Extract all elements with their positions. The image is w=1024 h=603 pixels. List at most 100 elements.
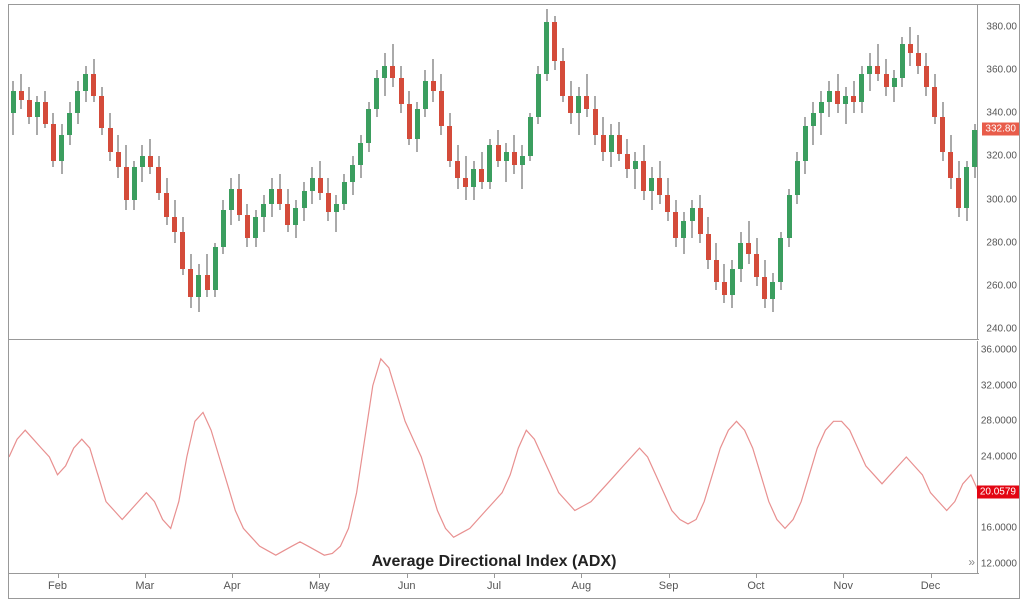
- xaxis-label: Aug: [572, 580, 592, 592]
- xaxis-label: Nov: [833, 580, 853, 592]
- candle: [261, 5, 266, 340]
- candle: [795, 5, 800, 340]
- candle: [326, 5, 331, 340]
- candle: [560, 5, 565, 340]
- candle: [342, 5, 347, 340]
- candle: [803, 5, 808, 340]
- candle: [625, 5, 630, 340]
- adx-panel[interactable]: Average Directional Index (ADX) »: [9, 341, 979, 573]
- price-ytick: 280.00: [986, 237, 1017, 248]
- candle: [641, 5, 646, 340]
- candle: [504, 5, 509, 340]
- candle: [916, 5, 921, 340]
- candle: [487, 5, 492, 340]
- candle: [811, 5, 816, 340]
- candle: [221, 5, 226, 340]
- candle: [156, 5, 161, 340]
- candle: [512, 5, 517, 340]
- candle: [277, 5, 282, 340]
- candle: [455, 5, 460, 340]
- current-price-value: 332.80: [985, 123, 1016, 134]
- candle: [229, 5, 234, 340]
- candle: [334, 5, 339, 340]
- candle: [544, 5, 549, 340]
- candle: [83, 5, 88, 340]
- chart-container: 240.00260.00280.00300.00320.00340.00360.…: [8, 4, 1020, 599]
- current-adx-value: 20.0579: [980, 487, 1016, 498]
- candle: [350, 5, 355, 340]
- candle: [172, 5, 177, 340]
- candle: [665, 5, 670, 340]
- candle: [124, 5, 129, 340]
- candle: [609, 5, 614, 340]
- adx-ytick: 32.0000: [981, 380, 1017, 391]
- candle: [108, 5, 113, 340]
- candle: [690, 5, 695, 340]
- xaxis-label: Jul: [487, 580, 501, 592]
- candle: [568, 5, 573, 340]
- candle: [479, 5, 484, 340]
- candle: [188, 5, 193, 340]
- candle: [310, 5, 315, 340]
- candle: [382, 5, 387, 340]
- candle: [714, 5, 719, 340]
- candle: [447, 5, 452, 340]
- price-ytick: 240.00: [986, 324, 1017, 335]
- candle: [730, 5, 735, 340]
- candle: [884, 5, 889, 340]
- candle: [924, 5, 929, 340]
- candle: [754, 5, 759, 340]
- candle: [576, 5, 581, 340]
- candle: [706, 5, 711, 340]
- candle: [245, 5, 250, 340]
- candle: [964, 5, 969, 340]
- candle: [496, 5, 501, 340]
- candle: [738, 5, 743, 340]
- candle: [99, 5, 104, 340]
- xaxis: FebMarAprMayJunJulAugSepOctNovDec: [9, 573, 979, 600]
- candle: [722, 5, 727, 340]
- candle: [584, 5, 589, 340]
- candle: [180, 5, 185, 340]
- price-ytick: 360.00: [986, 64, 1017, 75]
- xaxis-label: Sep: [659, 580, 679, 592]
- candle: [956, 5, 961, 340]
- candle: [51, 5, 56, 340]
- candle: [302, 5, 307, 340]
- candle: [900, 5, 905, 340]
- candle: [471, 5, 476, 340]
- candle: [649, 5, 654, 340]
- candle: [875, 5, 880, 340]
- candle: [116, 5, 121, 340]
- xaxis-label: Apr: [224, 580, 241, 592]
- xaxis-label: Feb: [48, 580, 67, 592]
- candle: [374, 5, 379, 340]
- expand-icon[interactable]: »: [968, 555, 975, 569]
- candle: [205, 5, 210, 340]
- candle: [293, 5, 298, 340]
- candle: [948, 5, 953, 340]
- candle: [399, 5, 404, 340]
- candle: [140, 5, 145, 340]
- candle: [164, 5, 169, 340]
- price-ytick: 380.00: [986, 21, 1017, 32]
- candle: [827, 5, 832, 340]
- price-yaxis: 240.00260.00280.00300.00320.00340.00360.…: [977, 5, 1019, 340]
- candle: [617, 5, 622, 340]
- candle: [11, 5, 16, 340]
- candle: [673, 5, 678, 340]
- candle: [27, 5, 32, 340]
- candle: [698, 5, 703, 340]
- candle: [196, 5, 201, 340]
- candle: [778, 5, 783, 340]
- candle: [787, 5, 792, 340]
- candle: [536, 5, 541, 340]
- candle: [390, 5, 395, 340]
- current-adx-badge: 20.0579: [977, 486, 1019, 499]
- candle: [237, 5, 242, 340]
- candle: [285, 5, 290, 340]
- price-panel[interactable]: [9, 5, 979, 340]
- candle: [520, 5, 525, 340]
- candle: [633, 5, 638, 340]
- candle: [851, 5, 856, 340]
